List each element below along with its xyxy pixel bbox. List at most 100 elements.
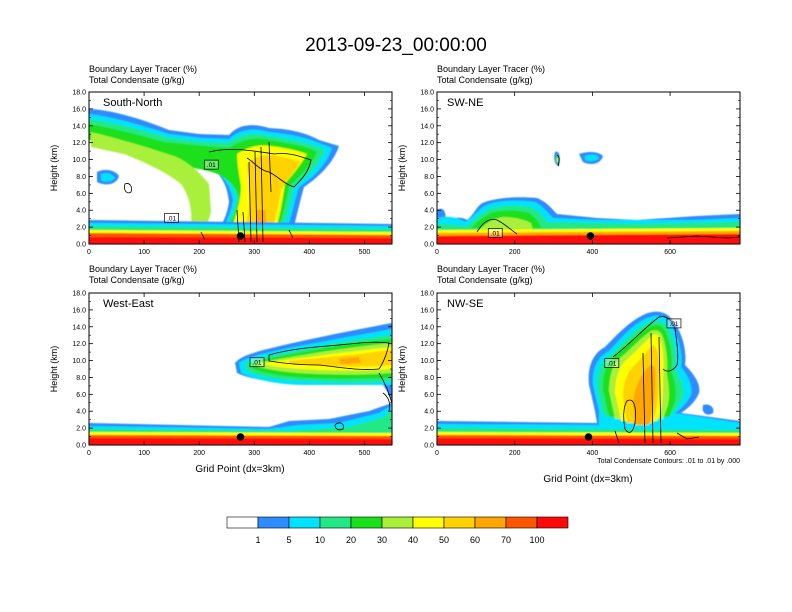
y-tick-label: 16.0 (72, 307, 86, 314)
panel-title-line1: Boundary Layer Tracer (%) (437, 64, 545, 74)
y-tick-label: 0.0 (76, 242, 86, 249)
y-tick-label: 14.0 (420, 324, 434, 331)
contour-labels: .01 .01 (164, 159, 219, 223)
x-tick-label: 500 (359, 450, 371, 457)
y-tick-label: 12.0 (72, 341, 86, 348)
y-tick-label: 10.0 (72, 358, 86, 365)
location-marker (236, 433, 245, 441)
y-tick-label: 10.0 (72, 157, 86, 164)
contour-note: Total Condensate Contours: .01 to .01 by… (597, 458, 740, 465)
panel-title-line1: Boundary Layer Tracer (%) (89, 64, 197, 74)
panel-title-line2: Total Condensate (g/kg) (89, 275, 185, 285)
panel-label: SW-NE (447, 97, 483, 109)
x-tick-label: 0 (435, 249, 439, 256)
x-tick-label: 300 (248, 450, 260, 457)
y-tick-label: 12.0 (420, 341, 434, 348)
colorbar-swatch (350, 516, 383, 529)
y-tick-label: 10.0 (420, 157, 434, 164)
y-tick-label: 4.0 (76, 208, 86, 215)
location-marker (586, 232, 595, 240)
y-axis-label: Height (km) (49, 346, 59, 393)
y-tick-label: 18.0 (420, 90, 434, 97)
condensate-contours (268, 341, 393, 431)
colorbar-label: 100 (529, 535, 544, 545)
colorbar-swatch (319, 516, 352, 529)
contour-label: .01 (253, 360, 262, 367)
contour-labels: .01 (249, 357, 265, 368)
y-tick-label: 18.0 (72, 90, 86, 97)
colorbar-label: 40 (408, 535, 418, 545)
x-tick-label: 200 (509, 450, 521, 457)
contour-label-box (164, 212, 179, 223)
y-tick-label: 2.0 (424, 426, 434, 433)
colorbar-label: 50 (439, 535, 449, 545)
y-tick-label: 14.0 (72, 123, 86, 130)
condensate-contours (612, 316, 700, 444)
colorbar-label: 70 (501, 535, 511, 545)
y-tick-label: 8.0 (424, 375, 434, 382)
y-tick-label: 6.0 (424, 392, 434, 399)
y-tick-label: 8.0 (76, 174, 86, 181)
x-tick-label: 600 (664, 450, 676, 457)
y-tick-label: 14.0 (72, 324, 86, 331)
colorbar-swatch (288, 516, 321, 529)
y-axis-label: Height (km) (397, 145, 407, 192)
contour-labels: .01 .01 (604, 318, 682, 368)
x-tick-label: 200 (193, 450, 205, 457)
colorbar-swatch (381, 516, 414, 529)
y-tick-label: 0.0 (424, 443, 434, 450)
x-tick-label: 100 (138, 249, 150, 256)
axis-ticks: 0 200 400 600 0.0 2.0 4.0 6.0 8.0 10.0 12.0 14.0 16.… (420, 291, 740, 457)
figure-title: 2013-09-23_00:00:00 (305, 35, 487, 56)
y-tick-label: 6.0 (424, 191, 434, 198)
x-axis-label: Grid Point (dx=3km) (543, 474, 632, 485)
y-tick-label: 2.0 (76, 426, 86, 433)
axis-ticks: 0 100 200 300 400 500 0.0 2.0 4.0 6.0 8.0 10.0 12.0 1… (72, 90, 392, 256)
x-tick-label: 0 (435, 450, 439, 457)
colorbar-label: 5 (286, 535, 291, 545)
colorbar-label: 1 (255, 535, 260, 545)
y-tick-label: 18.0 (72, 291, 86, 298)
y-tick-label: 4.0 (424, 208, 434, 215)
panel-title-line2: Total Condensate (g/kg) (89, 75, 185, 85)
y-tick-label: 0.0 (76, 443, 86, 450)
panel-label: South-North (103, 97, 162, 109)
colorbar-swatch (412, 516, 445, 529)
location-marker (584, 433, 593, 441)
panel-label: NW-SE (447, 298, 483, 310)
contour-label-box (487, 228, 503, 238)
colorbar-swatch (257, 516, 290, 529)
y-axis-label: Height (km) (49, 145, 59, 192)
x-tick-label: 200 (509, 249, 521, 256)
y-tick-label: 0.0 (424, 242, 434, 249)
contour-label: .01 (607, 361, 616, 368)
x-tick-label: 0 (87, 249, 91, 256)
contour-label-box (604, 358, 620, 368)
y-tick-label: 16.0 (420, 307, 434, 314)
y-tick-label: 18.0 (420, 291, 434, 298)
panel-title-line1: Boundary Layer Tracer (%) (89, 264, 197, 274)
y-tick-label: 6.0 (76, 392, 86, 399)
colorbar-label: 10 (315, 535, 325, 545)
y-tick-label: 2.0 (76, 225, 86, 232)
x-tick-label: 400 (304, 450, 316, 457)
colorbar-swatch (226, 516, 259, 529)
x-tick-label: 0 (87, 450, 91, 457)
plot-area: 0 200 400 600 0.0 2.0 4.0 6.0 8.0 10.0 12.0 14.0 16.… (420, 291, 741, 457)
y-tick-label: 12.0 (420, 140, 434, 147)
colorbar-label: 20 (346, 535, 356, 545)
contour-label-box (203, 159, 219, 170)
plot-area: 0 200 400 600 0.0 2.0 4.0 6.0 8.0 10.0 12.0 14.0 16.… (420, 90, 741, 256)
panel-title-line1: Boundary Layer Tracer (%) (437, 264, 545, 274)
colorbar-swatch (443, 516, 476, 529)
plot-area: 0 100 200 300 400 500 0.0 2.0 4.0 6.0 8.0 10.0 12.0 1… (72, 291, 393, 457)
x-tick-label: 500 (359, 249, 371, 256)
contour-label: .01 (491, 231, 500, 238)
panel-title-line2: Total Condensate (g/kg) (437, 275, 533, 285)
plot-frame (88, 91, 393, 245)
y-tick-label: 8.0 (424, 174, 434, 181)
x-tick-label: 400 (587, 249, 599, 256)
condensate-contours (476, 155, 741, 239)
x-tick-label: 200 (193, 249, 205, 256)
colorbar: 1 5 10 20 30 40 50 60 70 100 (226, 516, 569, 545)
